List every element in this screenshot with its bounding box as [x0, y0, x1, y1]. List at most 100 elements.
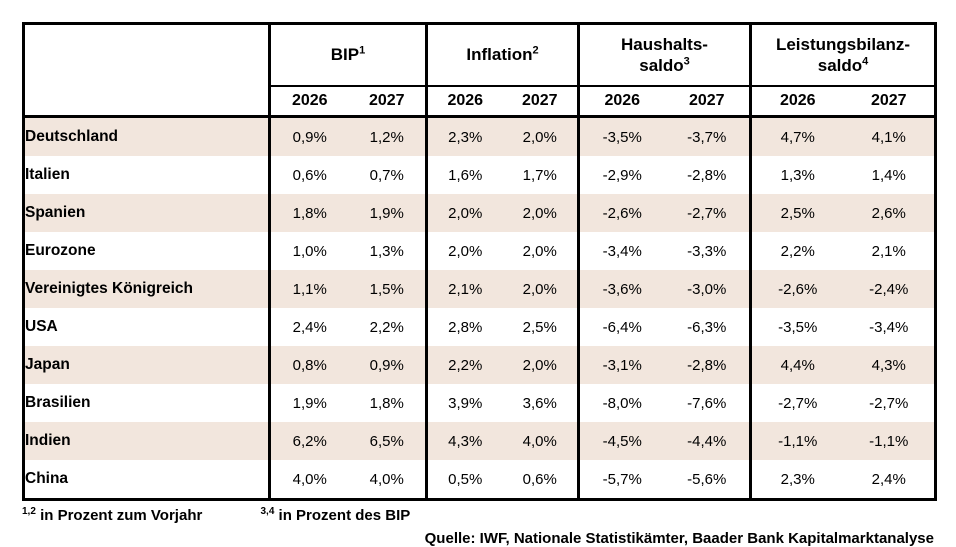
value-cell: 2,5%: [502, 308, 579, 346]
economic-forecast-table: BIP1 Inflation2 Haushalts- saldo3 Leistu…: [22, 22, 937, 501]
year-header: 2026: [268, 86, 349, 118]
value-cell: 2,8%: [425, 308, 503, 346]
value-cell: 3,9%: [425, 384, 503, 422]
table-body: Deutschland 0,9% 1,2% 2,3% 2,0% -3,5% -3,7% 4,7…: [23, 116, 936, 500]
value-cell: -5,6%: [664, 460, 751, 500]
value-cell: 6,2%: [268, 422, 349, 460]
column-group-bip: BIP1: [268, 23, 427, 87]
value-cell: 2,0%: [425, 194, 503, 232]
group-title-line1: Haushalts-: [621, 34, 708, 54]
country-label: Italien: [23, 156, 270, 194]
value-cell: 2,0%: [502, 346, 579, 384]
value-cell: 1,9%: [348, 194, 427, 232]
value-cell: -3,6%: [577, 270, 665, 308]
value-cell: 3,6%: [502, 384, 579, 422]
column-group-inflation: Inflation2: [425, 23, 579, 87]
value-cell: 2,1%: [425, 270, 503, 308]
value-cell: -1,1%: [749, 422, 844, 460]
value-cell: 2,2%: [425, 346, 503, 384]
value-cell: -2,9%: [577, 156, 665, 194]
value-cell: -4,4%: [664, 422, 751, 460]
value-cell: 0,6%: [268, 156, 349, 194]
group-footnote-ref: 2: [532, 44, 539, 57]
value-cell: -2,4%: [843, 270, 936, 308]
group-title: BIP: [330, 45, 360, 65]
year-header: 2027: [502, 86, 579, 118]
value-cell: 0,9%: [268, 116, 349, 156]
value-cell: 2,0%: [502, 232, 579, 270]
table-row: Indien 6,2% 6,5% 4,3% 4,0% -4,5% -4,4% -1,1% -1,…: [23, 422, 936, 460]
value-cell: 0,5%: [425, 460, 503, 500]
value-cell: -7,6%: [664, 384, 751, 422]
country-label: Japan: [23, 346, 270, 384]
value-cell: 4,7%: [749, 116, 844, 156]
table-row: Italien 0,6% 0,7% 1,6% 1,7% -2,9% -2,8% 1,3% 1,4…: [23, 156, 936, 194]
table-row: Japan 0,8% 0,9% 2,2% 2,0% -3,1% -2,8% 4,4% 4,3%: [23, 346, 936, 384]
value-cell: -2,7%: [749, 384, 844, 422]
value-cell: 1,5%: [348, 270, 427, 308]
table-row: Deutschland 0,9% 1,2% 2,3% 2,0% -3,5% -3,7% 4,7…: [23, 116, 936, 156]
value-cell: 2,3%: [749, 460, 844, 500]
table-row: Vereinigtes Königreich 1,1% 1,5% 2,1% 2,0% -3…: [23, 270, 936, 308]
value-cell: 2,4%: [843, 460, 936, 500]
header-year-row: 2026 2027 2026 2027 2026 2027 2026 2027: [24, 86, 936, 118]
group-footnote-ref: 1: [359, 44, 366, 57]
year-header: 2027: [348, 86, 427, 118]
value-cell: 1,7%: [502, 156, 579, 194]
value-cell: -8,0%: [577, 384, 665, 422]
value-cell: 0,9%: [348, 346, 427, 384]
value-cell: 2,0%: [502, 116, 579, 156]
group-title-line1: Leistungsbilanz-: [775, 34, 911, 54]
corner-cell: [23, 23, 271, 118]
year-header: 2027: [664, 86, 751, 118]
group-title-line2: saldo: [817, 56, 863, 75]
value-cell: -3,3%: [664, 232, 751, 270]
value-cell: 2,0%: [502, 270, 579, 308]
footnote-1-2: 1,2 in Prozent zum Vorjahr: [22, 506, 202, 524]
value-cell: -3,0%: [664, 270, 751, 308]
value-cell: -3,1%: [577, 346, 665, 384]
value-cell: 4,4%: [749, 346, 844, 384]
table-row: China 4,0% 4,0% 0,5% 0,6% -5,7% -5,6% 2,3% 2,4%: [23, 460, 936, 500]
column-group-haushaltssaldo: Haushalts- saldo3: [577, 23, 751, 87]
value-cell: 2,4%: [268, 308, 349, 346]
source-line: Quelle: IWF, Nationale Statistikämter, B…: [424, 530, 934, 547]
value-cell: 2,5%: [749, 194, 844, 232]
value-cell: -2,6%: [749, 270, 844, 308]
value-cell: -6,4%: [577, 308, 665, 346]
value-cell: 4,0%: [348, 460, 427, 500]
country-label: Deutschland: [23, 116, 270, 156]
value-cell: 2,3%: [425, 116, 503, 156]
country-label: Eurozone: [23, 232, 270, 270]
year-header: 2026: [425, 86, 503, 118]
value-cell: 1,2%: [348, 116, 427, 156]
value-cell: -2,6%: [577, 194, 665, 232]
value-cell: -6,3%: [664, 308, 751, 346]
column-group-leistungsbilanzsaldo: Leistungsbilanz- saldo4: [749, 23, 936, 87]
country-label: Vereinigtes Königreich: [23, 270, 270, 308]
value-cell: 1,3%: [749, 156, 844, 194]
group-footnote-ref: 3: [683, 55, 690, 68]
value-cell: 0,6%: [502, 460, 579, 500]
value-cell: 2,0%: [425, 232, 503, 270]
value-cell: -2,7%: [843, 384, 936, 422]
value-cell: 4,0%: [268, 460, 349, 500]
value-cell: 1,0%: [268, 232, 349, 270]
value-cell: -2,8%: [664, 156, 751, 194]
country-label: Spanien: [23, 194, 270, 232]
value-cell: 1,3%: [348, 232, 427, 270]
footnote-ref: 3,4: [260, 506, 275, 517]
footnote-ref: 1,2: [22, 506, 36, 517]
year-header: 2026: [577, 86, 665, 118]
value-cell: -4,5%: [577, 422, 665, 460]
value-cell: -3,4%: [843, 308, 936, 346]
country-label: China: [23, 460, 270, 500]
value-cell: 0,7%: [348, 156, 427, 194]
footnotes: 1,2 in Prozent zum Vorjahr 3,4 in Prozen…: [22, 506, 956, 524]
year-header: 2027: [843, 86, 936, 118]
country-label: Indien: [23, 422, 270, 460]
value-cell: 4,0%: [502, 422, 579, 460]
value-cell: 1,8%: [268, 194, 349, 232]
footnote-3-4: 3,4 in Prozent des BIP: [260, 506, 410, 524]
